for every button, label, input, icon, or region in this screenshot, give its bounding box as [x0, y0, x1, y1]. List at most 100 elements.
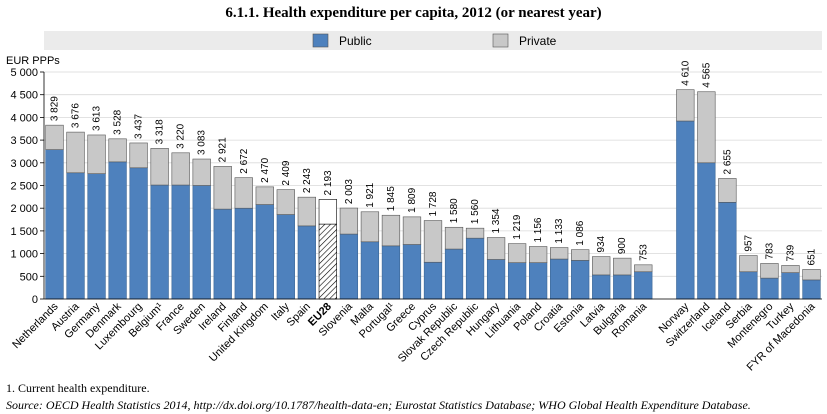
- bar-public: [66, 172, 85, 300]
- data-label-total: 4 565: [701, 62, 712, 87]
- data-label-total: 651: [806, 248, 817, 265]
- bar-public: [571, 260, 590, 300]
- bar-private: [423, 220, 443, 263]
- data-label-total: 1 219: [512, 214, 523, 239]
- data-label-total: 2 655: [722, 149, 733, 174]
- bar-private: [381, 214, 401, 247]
- data-label-total: 2 672: [239, 148, 250, 173]
- y-tick-label: 3 000: [10, 158, 38, 170]
- bar-private: [571, 249, 590, 261]
- bar-public: [781, 272, 800, 300]
- bar-private: [781, 265, 800, 273]
- bar-public: [192, 185, 211, 300]
- bar-public: [150, 184, 169, 300]
- bar-private: [213, 166, 232, 210]
- y-axis-label: EUR PPPs: [6, 55, 60, 67]
- bar-private: [66, 131, 85, 174]
- data-label-total: 900: [617, 237, 628, 254]
- legend-swatch-public: [312, 33, 329, 48]
- data-label-total: 2 003: [344, 179, 355, 204]
- bar-public: [423, 261, 443, 300]
- bar-private: [276, 189, 295, 215]
- bar-private: [87, 134, 106, 174]
- legend-background: [44, 31, 822, 50]
- y-tick-label: 4 000: [10, 112, 38, 124]
- bar-public: [550, 258, 569, 300]
- data-label-total: 1 728: [428, 191, 439, 216]
- bar-public: [276, 214, 295, 300]
- data-label-total: 1 354: [491, 208, 502, 233]
- data-label-total: 2 193: [323, 170, 334, 195]
- bar-public: [444, 248, 464, 300]
- x-tick-label: Spain: [285, 301, 313, 329]
- bar-private: [507, 243, 527, 263]
- legend-label-public: Public: [339, 34, 372, 48]
- bar-private: [171, 152, 190, 186]
- bar-public: [213, 208, 232, 300]
- x-axis: NetherlandsAustriaGermanyDenmarkLuxembou…: [10, 298, 822, 374]
- bar-private: [360, 211, 380, 243]
- bar-public: [339, 233, 359, 300]
- data-label-total: 3 676: [71, 103, 82, 128]
- bar-private: [150, 148, 169, 186]
- bar-public: [634, 271, 653, 300]
- y-tick-label: 1 000: [10, 249, 38, 261]
- bar-private: [739, 255, 758, 273]
- bar-private: [444, 226, 464, 250]
- bar-public: [760, 277, 779, 300]
- bar-private: [529, 246, 548, 263]
- bar-public: [402, 244, 422, 300]
- data-label-total: 739: [785, 244, 796, 261]
- bar-public: [171, 184, 190, 300]
- bar-private: [802, 269, 821, 281]
- y-tick-label: 5 000: [10, 67, 38, 79]
- bar-public: [381, 245, 401, 300]
- data-label-total: 1 921: [365, 182, 376, 207]
- data-label-total: 1 560: [470, 199, 481, 224]
- footnote: 1. Current health expenditure.: [6, 381, 150, 395]
- bar-public: [234, 207, 253, 300]
- y-tick-label: 2 500: [10, 181, 38, 193]
- bar-public: [486, 259, 506, 300]
- bar-public: [507, 262, 527, 300]
- data-label-total: 3 318: [155, 119, 166, 144]
- y-tick-label: 3 500: [10, 135, 38, 147]
- bar-public: [297, 225, 316, 300]
- y-tick-label: 1 500: [10, 226, 38, 238]
- data-label-total: 1 809: [407, 187, 418, 212]
- bar-public: [613, 274, 632, 300]
- chart-legend: Public Private: [44, 31, 822, 50]
- y-tick-label: 500: [20, 271, 38, 283]
- y-tick-label: 4 500: [10, 90, 38, 102]
- bar-private: [108, 138, 127, 163]
- data-label-total: 1 580: [449, 198, 460, 223]
- bar-public: [802, 279, 821, 300]
- bar-private: [613, 257, 632, 276]
- bar-private: [234, 177, 253, 209]
- bar-public: [697, 162, 716, 300]
- bar-private: [339, 207, 359, 235]
- data-label-total: 2 470: [260, 157, 271, 182]
- bar-public: [718, 201, 737, 300]
- bar-public: [676, 120, 695, 300]
- bar-public: [129, 167, 148, 300]
- legend-swatch-private: [492, 33, 509, 48]
- data-label-total: 3 220: [176, 123, 187, 148]
- source-note: Source: OECD Health Statistics 2014, htt…: [6, 398, 751, 413]
- data-label-total: 1 086: [575, 220, 586, 245]
- bar-private: [318, 199, 337, 225]
- bar-public: [529, 262, 548, 300]
- data-label-total: 1 845: [386, 186, 397, 211]
- bar-private: [465, 227, 485, 239]
- bar-public: [465, 237, 485, 300]
- source-prefix: Source:: [6, 398, 43, 412]
- data-label-total: 957: [743, 234, 754, 251]
- bar-public: [360, 241, 380, 300]
- data-label-total: 2 409: [281, 160, 292, 185]
- bar-public: [318, 223, 337, 300]
- bar-private: [550, 247, 569, 260]
- data-label-total: 3 083: [197, 130, 208, 155]
- y-tick-label: 2 000: [10, 203, 38, 215]
- data-label-total: 934: [596, 235, 607, 252]
- data-label-total: 3 829: [50, 96, 61, 121]
